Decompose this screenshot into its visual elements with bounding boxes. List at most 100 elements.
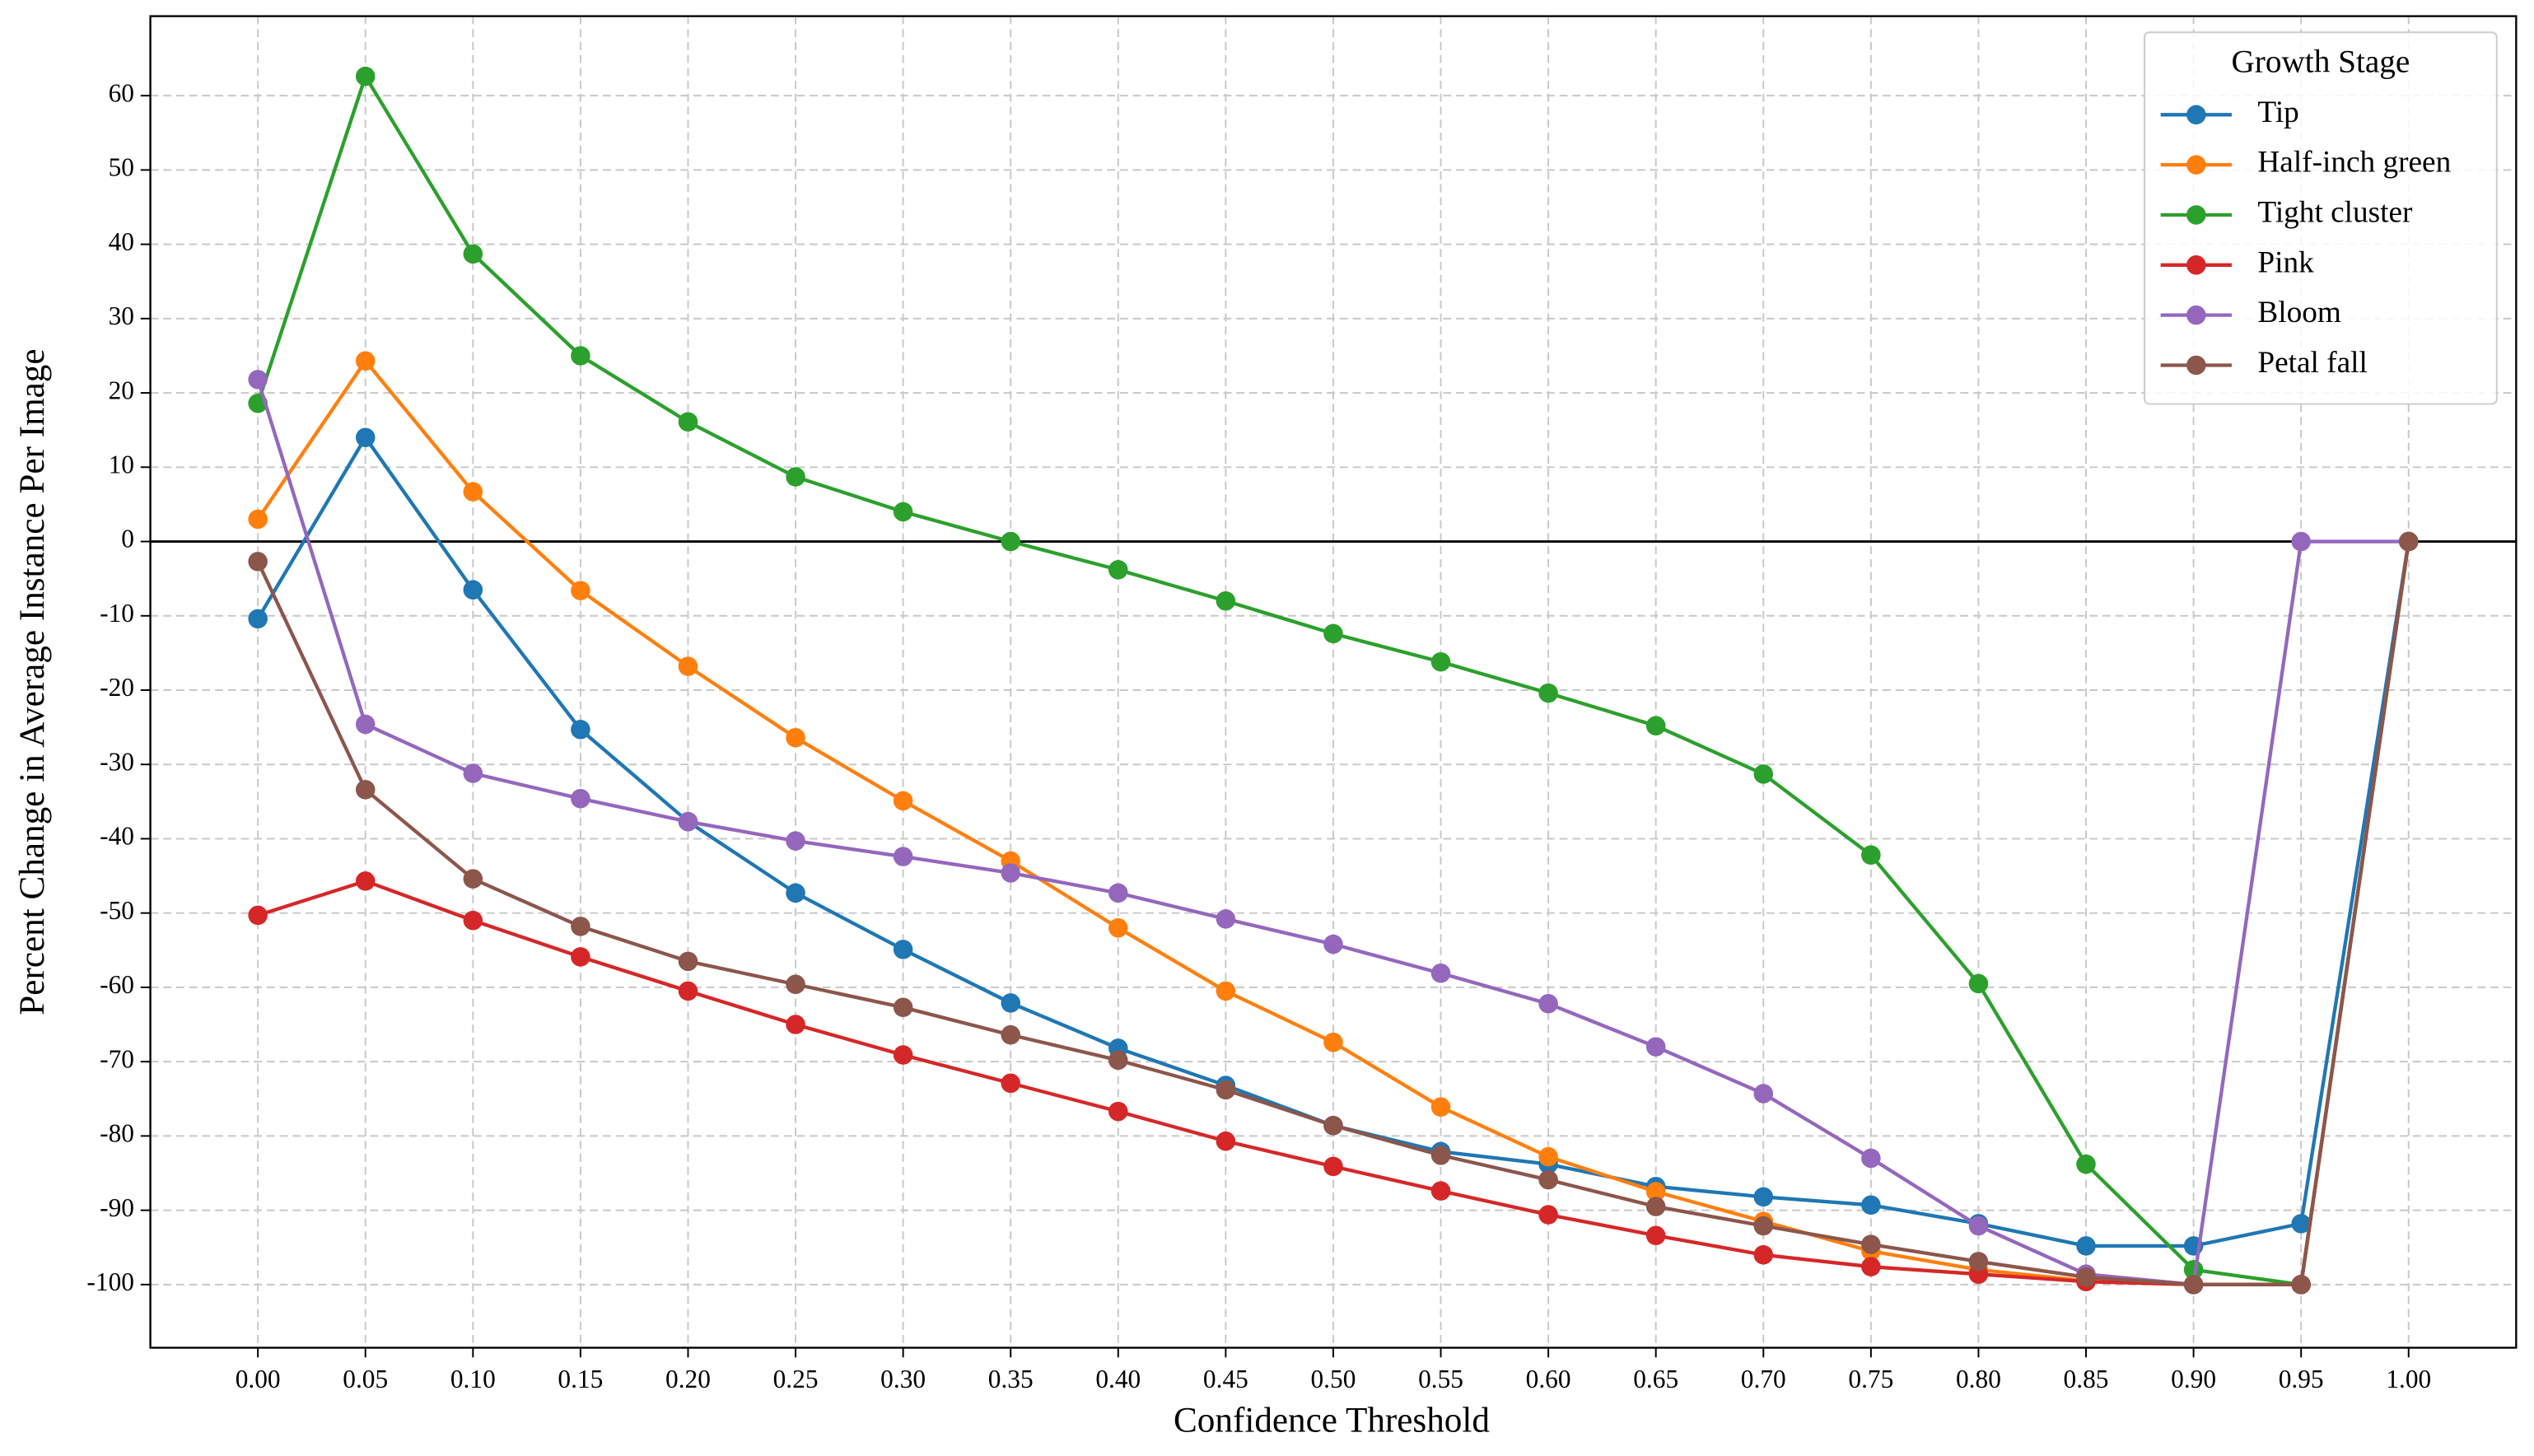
data-point [571,581,590,600]
data-point [463,910,483,931]
data-point [786,883,805,903]
data-point [1861,1195,1881,1216]
data-point [1861,845,1881,866]
data-point [1538,1169,1558,1190]
data-point [1968,1252,1989,1272]
data-point [1001,1024,1020,1045]
data-point [1430,651,1451,672]
data-point [355,351,376,371]
legend-marker [2186,155,2206,175]
data-point [678,656,698,676]
legend-label: Tip [2257,96,2298,129]
y-axis-label: Percent Change in Average Instance Per I… [13,348,52,1015]
x-tick-label: 0.50 [1310,1365,1356,1393]
plot-frame [149,15,2518,1349]
data-point [1430,964,1451,983]
data-point [893,791,913,811]
data-point [2076,1154,2096,1174]
data-point [1323,1032,1343,1052]
data-point [355,871,376,891]
data-point [1108,560,1128,580]
data-point [2291,1214,2311,1234]
y-tick-label: -70 [100,1044,134,1073]
data-point [1108,917,1128,938]
x-tick-label: 0.25 [773,1365,819,1393]
y-tick-label: -30 [100,747,134,776]
data-point [786,467,805,487]
data-point [1753,1084,1774,1104]
legend-label: Bloom [2257,296,2340,329]
data-point [463,580,483,600]
data-point [1861,1148,1881,1169]
data-point [1430,1097,1451,1117]
data-point [1216,1080,1236,1100]
data-point [1108,1101,1128,1122]
x-tick-label: 1.00 [2386,1365,2431,1393]
data-point [1538,993,1558,1014]
data-point [1538,683,1558,703]
legend: Growth Stage Tip Half-inch green Tight clus… [2144,31,2498,405]
data-point [2398,531,2419,552]
legend-label: Half-inch green [2257,146,2451,180]
data-point [1753,1216,1774,1236]
data-point [2076,1236,2096,1256]
data-point [1645,1197,1666,1216]
data-point [1216,1131,1236,1151]
x-tick-label: 0.40 [1095,1365,1141,1393]
x-tick-label: 0.30 [880,1365,926,1393]
data-point [571,346,590,366]
x-tick-label: 0.95 [2279,1365,2324,1393]
x-tick-label: 0.35 [988,1365,1034,1393]
x-tick-label: 0.10 [450,1365,496,1393]
data-point [1968,973,1989,994]
data-point [1753,764,1774,784]
legend-marker [2186,305,2206,325]
data-point [1753,1187,1774,1207]
y-tick-label: 30 [109,301,134,330]
legend-marker [2186,205,2206,225]
x-tick-label: 0.70 [1741,1365,1786,1393]
data-point [893,502,913,522]
y-tick-label: -100 [86,1267,134,1296]
data-point [678,811,698,832]
data-point [355,780,376,800]
data-point [355,714,376,735]
data-point [1645,1182,1666,1202]
data-point [1001,993,1020,1013]
data-point [678,981,698,1001]
data-point [571,720,590,740]
legend-title: Growth Stage [2231,44,2410,79]
data-point [1001,863,1020,883]
y-tick-label: -20 [100,673,134,702]
data-point [678,412,698,432]
legend-marker [2186,355,2206,376]
x-tick-label: 0.75 [1848,1365,1893,1393]
data-point [1430,1146,1451,1165]
data-point [1323,623,1343,644]
data-point [893,1045,913,1065]
data-point [1538,1205,1558,1225]
data-point [1216,981,1236,1001]
data-point [355,427,376,447]
data-point [1323,1115,1343,1136]
y-tick-label: -10 [100,599,134,628]
data-point [678,951,698,972]
data-point [786,1015,805,1034]
data-point [355,66,376,86]
legend-label: Tight cluster [2257,196,2413,230]
data-point [1001,1073,1020,1094]
x-axis-label: Confidence Threshold [1174,1402,1490,1440]
data-point [2291,531,2311,552]
data-point [463,482,483,502]
data-point [1323,934,1343,954]
data-point [1108,883,1128,903]
data-point [1001,531,1020,552]
y-tick-label: -60 [100,970,134,999]
x-tick-label: 0.20 [665,1365,711,1393]
data-point [1323,1156,1343,1177]
y-tick-label: 10 [109,450,134,479]
data-point [1216,590,1236,611]
x-tick-label: 0.85 [2064,1365,2109,1393]
data-point [1430,1181,1451,1201]
